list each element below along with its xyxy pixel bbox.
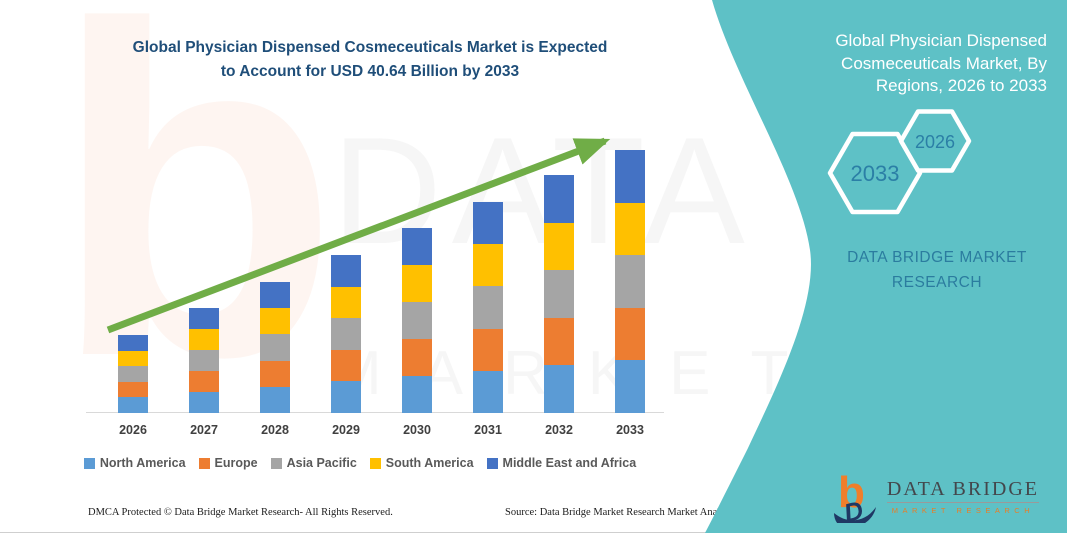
side-panel-title: Global Physician Dispensed Cosmeceutical…	[835, 31, 1047, 96]
x-axis-label-2026: 2026	[119, 423, 147, 437]
stacked-bar-2033	[615, 150, 645, 413]
bar-segment-south-america	[615, 202, 645, 256]
bar-segment-europe	[331, 349, 361, 382]
bar-segment-south-america	[260, 308, 290, 335]
x-axis-label-2032: 2032	[545, 423, 573, 437]
bar-segment-middle-east-and-africa	[402, 228, 432, 265]
legend-swatch	[369, 457, 381, 469]
bar-segment-asia-pacific	[544, 270, 574, 318]
source-notice: Source: Data Bridge Market Research Mark…	[505, 507, 788, 518]
side-panel-brand: DATA BRIDGE MARKET RESEARCH	[847, 249, 1027, 291]
legend-item-north-america: North America	[83, 456, 186, 470]
bar-segment-north-america	[402, 376, 432, 413]
legend-label: Asia Pacific	[286, 456, 357, 470]
bar-segment-south-america	[402, 265, 432, 302]
x-axis-label-2027: 2027	[190, 423, 218, 437]
legend-swatch	[198, 457, 210, 469]
chart-title: Global Physician Dispensed Cosmeceutical…	[72, 36, 668, 84]
bar-segment-middle-east-and-africa	[189, 308, 219, 329]
bar-segment-south-america	[331, 286, 361, 319]
stacked-bar-2031	[473, 202, 503, 413]
logo-b-glyph: b	[838, 471, 865, 517]
stacked-bar-2029	[331, 255, 361, 413]
bar-segment-europe	[260, 360, 290, 387]
databridge-logo: b D DATA BRIDGE MARKET RESEARCH	[832, 471, 1039, 523]
dmca-notice: DMCA Protected © Data Bridge Market Rese…	[88, 507, 393, 518]
year-hexagons: 2033 2026	[827, 109, 972, 215]
bar-segment-middle-east-and-africa	[331, 255, 361, 287]
bar-segment-north-america	[189, 392, 219, 413]
bar-segment-middle-east-and-africa	[544, 175, 574, 223]
trend-arrow	[106, 137, 611, 334]
chart-legend: North America Europe Asia Pacific South Ame…	[40, 456, 680, 470]
bar-segment-asia-pacific	[118, 366, 148, 382]
legend-item-south-america: South America	[369, 456, 474, 470]
x-axis-label-2028: 2028	[261, 423, 289, 437]
chart-title-line1: Global Physician Dispensed Cosmeceutical…	[132, 39, 608, 56]
bar-segment-north-america	[331, 381, 361, 413]
bar-segment-europe	[615, 307, 645, 361]
logo-name: DATA BRIDGE	[886, 479, 1039, 503]
chart-title-line2: to Account for USD 40.64 Billion by 2033	[220, 63, 520, 81]
stacked-bar-2028	[260, 282, 290, 413]
stacked-bar-2026	[118, 335, 148, 413]
legend-item-middle-east-and-africa: Middle East and Africa	[486, 456, 637, 470]
bar-segment-north-america	[473, 370, 503, 413]
bar-segment-asia-pacific	[473, 286, 503, 329]
hexagon-2026-label: 2026	[915, 132, 955, 152]
bar-segment-europe	[189, 371, 219, 392]
bar-segment-europe	[473, 328, 503, 371]
bar-segment-middle-east-and-africa	[118, 335, 148, 351]
bar-segment-asia-pacific	[260, 334, 290, 361]
bar-segment-north-america	[118, 397, 148, 413]
x-axis-label-2031: 2031	[474, 423, 502, 437]
x-axis-line	[86, 412, 664, 413]
bar-segment-south-america	[544, 222, 574, 271]
bar-segment-asia-pacific	[331, 318, 361, 350]
stacked-bar-2030	[402, 228, 432, 413]
logo-swoosh	[833, 507, 876, 523]
databridge-logo-icon: b D	[833, 471, 876, 523]
stacked-bar-2027	[189, 308, 219, 413]
legend-label: North America	[99, 456, 186, 470]
bar-segment-north-america	[615, 360, 645, 413]
legend-item-asia-pacific: Asia Pacific	[270, 456, 357, 470]
bar-segment-middle-east-and-africa	[615, 150, 645, 203]
legend-label: Middle East and Africa	[502, 456, 637, 470]
legend-label: Europe	[214, 456, 258, 470]
x-axis-label-2033: 2033	[616, 423, 644, 437]
bar-segment-north-america	[544, 365, 574, 413]
stacked-bar-2032	[544, 175, 574, 413]
logo-tagline: MARKET RESEARCH	[891, 506, 1035, 515]
bar-segment-middle-east-and-africa	[473, 202, 503, 245]
hexagon-2033	[827, 131, 923, 215]
hexagon-2026	[898, 109, 972, 173]
bar-segment-europe	[118, 381, 148, 398]
bar-segment-asia-pacific	[615, 255, 645, 308]
x-axis-label-2030: 2030	[403, 423, 431, 437]
legend-swatch	[83, 457, 95, 469]
legend-swatch	[486, 457, 498, 469]
legend-item-europe: Europe	[198, 456, 258, 470]
legend-swatch	[270, 457, 282, 469]
x-axis-label-2029: 2029	[332, 423, 360, 437]
bar-segment-south-america	[118, 350, 148, 367]
bar-segment-asia-pacific	[402, 302, 432, 339]
bar-segment-north-america	[260, 386, 290, 413]
bar-segment-south-america	[189, 329, 219, 350]
bar-segment-europe	[402, 339, 432, 376]
hexagon-2033-label: 2033	[851, 161, 900, 186]
bar-segment-south-america	[473, 244, 503, 287]
legend-label: South America	[385, 456, 474, 470]
bar-segment-asia-pacific	[189, 350, 219, 371]
bar-segment-middle-east-and-africa	[260, 282, 290, 309]
bar-segment-europe	[544, 317, 574, 366]
